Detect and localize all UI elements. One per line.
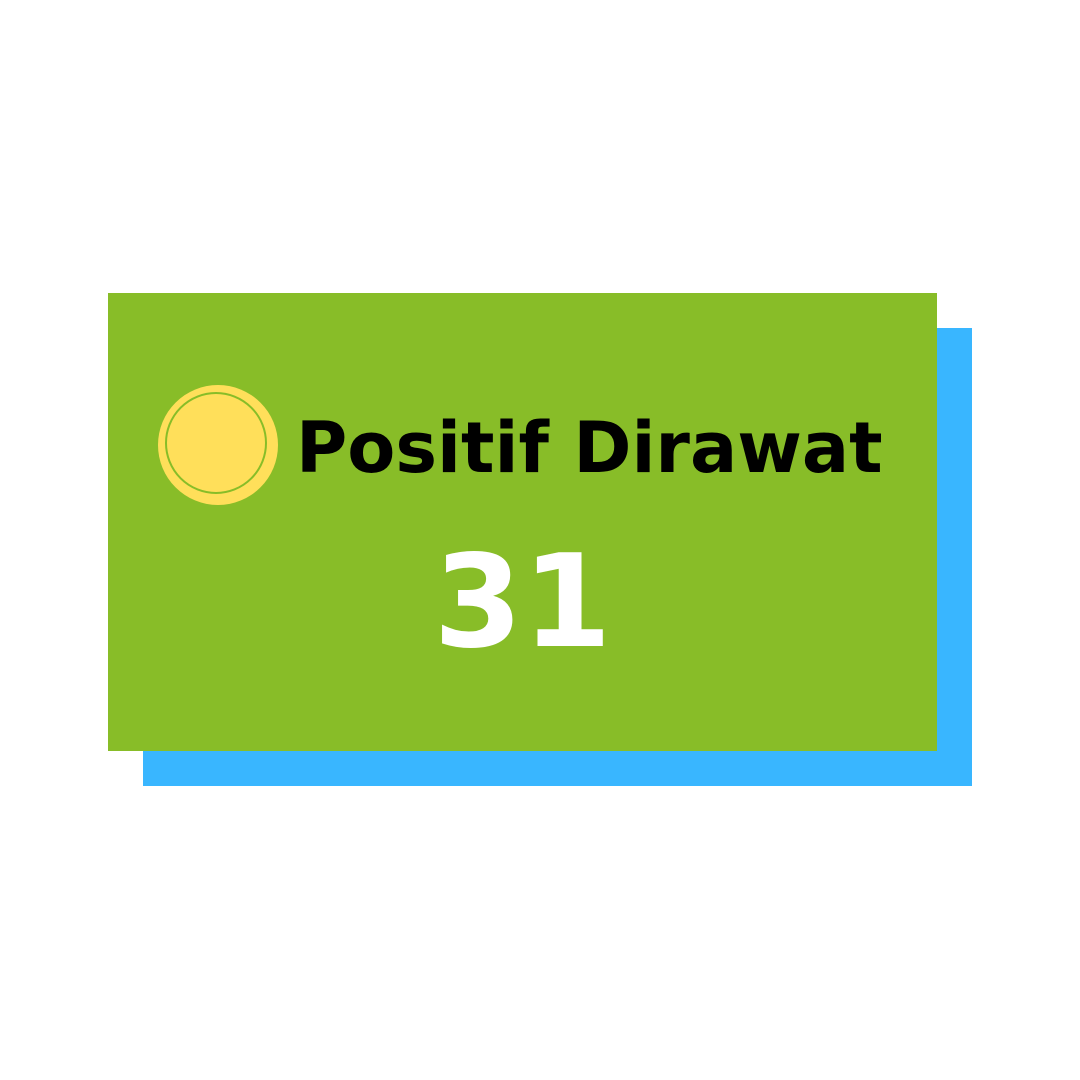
yellow-circle-icon [158, 385, 278, 505]
stat-label: Positif Dirawat [296, 407, 883, 489]
stat-card [108, 293, 937, 751]
stat-value: 31 [433, 528, 612, 677]
